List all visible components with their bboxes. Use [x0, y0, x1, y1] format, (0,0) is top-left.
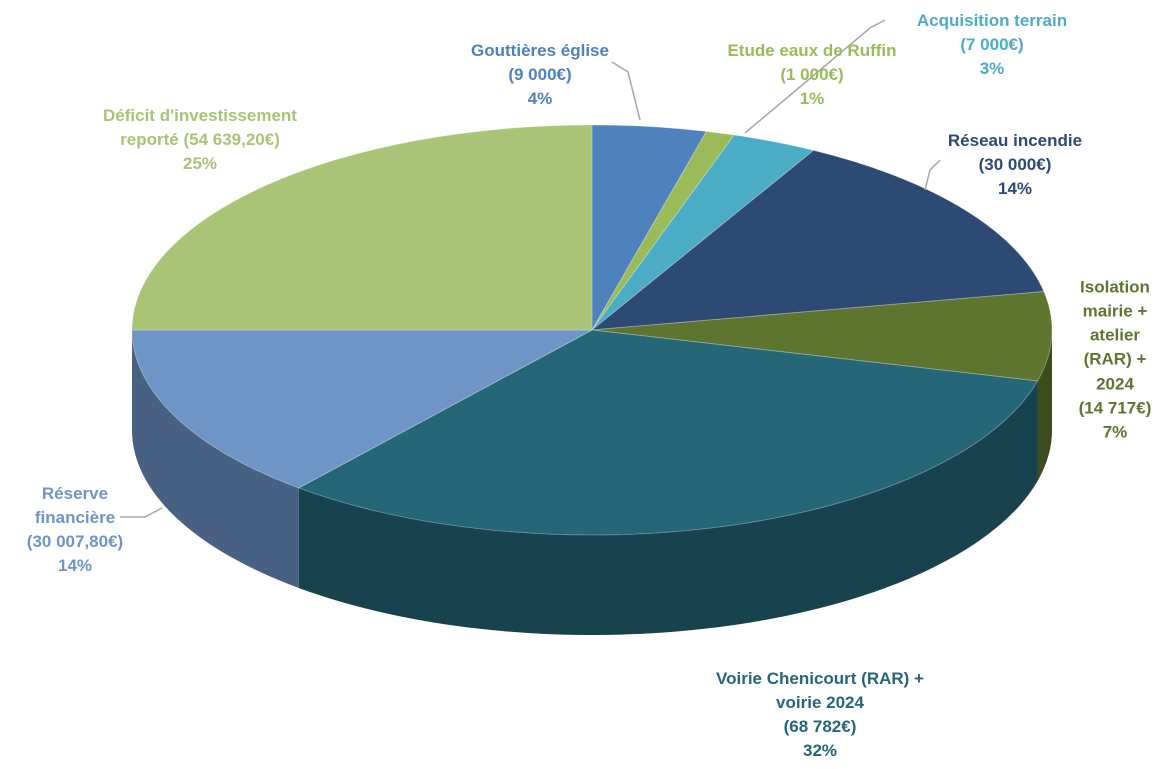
category-label: Déficit d'investissement reporté	[103, 105, 297, 149]
slice	[591, 291, 1053, 382]
category-label: Isolation mairie + atelier (RAR) + 2024	[1080, 277, 1150, 394]
value-label: 14%	[997, 179, 1033, 199]
amount-label: (9 000€)	[508, 64, 572, 84]
value-label: 4%	[527, 89, 553, 109]
slice-label: Isolation mairie + atelier (RAR) + 2024 (…	[1068, 276, 1163, 445]
leader-line	[611, 61, 641, 121]
value-label: 7%	[1102, 422, 1128, 442]
category-label: Etude eaux de Ruffin	[727, 40, 897, 60]
slice-side-shade	[1037, 330, 1052, 481]
slice	[297, 329, 1039, 536]
slice	[591, 124, 708, 332]
slice-label: Déficit d'investissement reporté (54 639…	[80, 104, 320, 176]
value-label: 32%	[802, 741, 838, 761]
leader-line	[120, 507, 163, 518]
slice	[591, 134, 815, 331]
slice-side-shade	[132, 330, 299, 588]
amount-label: (1 000€)	[780, 64, 844, 84]
amount-label: (30 007,80€)	[26, 532, 124, 551]
category-label: Voirie Chenicourt (RAR) + voirie 2024	[716, 668, 924, 712]
amount-label: (7 000€)	[960, 34, 1024, 54]
category-label: Acquisition terrain	[916, 10, 1068, 30]
slice-side	[132, 330, 299, 588]
slice-label: Acquisition terrain (7 000€) 3%	[892, 9, 1092, 81]
slice-label: Réserve financière (30 007,80€) 14%	[10, 482, 140, 579]
slice	[131, 329, 593, 489]
slice	[591, 130, 736, 331]
value-label: 3%	[979, 59, 1005, 79]
leader-line	[924, 159, 941, 191]
amount-label: (14 717€)	[1078, 398, 1152, 418]
slice-side	[1037, 330, 1052, 481]
category-label: Réseau incendie	[947, 130, 1083, 150]
amount-label: (54 639,20€)	[183, 129, 280, 149]
slice-label: Etude eaux de Ruffin (1 000€) 1%	[697, 39, 927, 111]
slice-side	[298, 380, 1038, 635]
amount-label: (30 000€)	[978, 154, 1052, 174]
slice-label: Gouttières église (9 000€) 4%	[445, 39, 635, 111]
amount-label: (68 782€)	[783, 717, 857, 736]
category-label: Réserve financière	[34, 483, 116, 527]
value-label: 25%	[182, 154, 218, 174]
slice-side-shade	[298, 380, 1038, 635]
value-label: 1%	[799, 89, 825, 109]
slice-label: Réseau incendie (30 000€) 14%	[930, 129, 1100, 201]
leader-line	[744, 19, 886, 134]
slice	[590, 149, 1045, 331]
slice	[131, 124, 593, 331]
slice-label: Voirie Chenicourt (RAR) + voirie 2024 (68…	[710, 667, 930, 764]
category-label: Gouttières église	[471, 40, 609, 60]
value-label: 14%	[57, 556, 93, 576]
